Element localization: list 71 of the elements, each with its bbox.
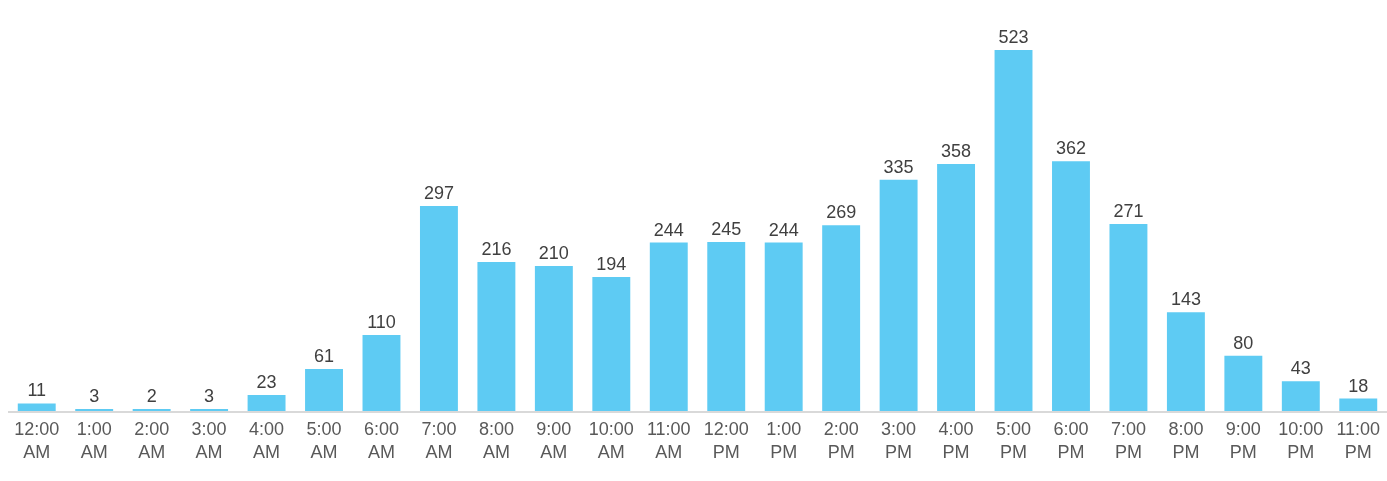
x-tick-label: 4:00 AM xyxy=(249,418,285,462)
data-label: 216 xyxy=(481,238,512,259)
bar xyxy=(1281,381,1320,411)
x-tick-label: 12:00 AM xyxy=(14,418,60,462)
bar xyxy=(1166,312,1205,411)
x-tick-label: 10:00 AM xyxy=(588,418,634,462)
x-tick-label: 2:00 AM xyxy=(134,418,170,462)
x-tick-label: 6:00 PM xyxy=(1053,418,1089,462)
bar xyxy=(1224,355,1263,411)
bar xyxy=(879,179,918,411)
x-tick-label: 2:00 PM xyxy=(823,418,859,462)
bar xyxy=(822,225,861,411)
x-tick-label: 11:00 PM xyxy=(1336,418,1381,462)
x-tick-label: 8:00 AM xyxy=(478,418,514,462)
x-tick-label: 11:00 AM xyxy=(646,418,691,462)
bar xyxy=(190,408,229,411)
data-label: 3 xyxy=(204,385,215,406)
bar xyxy=(534,266,573,411)
data-label: 523 xyxy=(998,27,1029,47)
x-tick-label: 10:00 PM xyxy=(1278,418,1324,462)
bar xyxy=(994,50,1033,411)
data-label: 194 xyxy=(596,254,627,275)
x-tick-label: 1:00 AM xyxy=(76,418,112,462)
bar xyxy=(362,335,401,411)
bar xyxy=(419,206,458,411)
data-label: 43 xyxy=(1290,358,1311,379)
x-tick-label: 12:00 PM xyxy=(703,418,749,462)
bar xyxy=(1052,161,1090,411)
data-label: 297 xyxy=(423,183,454,203)
data-label: 61 xyxy=(314,345,335,366)
bar xyxy=(937,163,976,411)
data-label: 358 xyxy=(941,140,972,161)
bar xyxy=(477,261,516,411)
data-label: 3 xyxy=(89,385,100,406)
x-tick-label: 7:00 PM xyxy=(1110,418,1146,462)
x-tick-label: 7:00 AM xyxy=(421,418,457,462)
x-tick-label: 6:00 AM xyxy=(363,418,399,462)
x-tick-label: 8:00 PM xyxy=(1168,418,1204,462)
data-label: 244 xyxy=(768,219,799,240)
data-label: 11 xyxy=(27,380,47,401)
x-tick-label: 4:00 PM xyxy=(938,418,974,462)
data-label: 362 xyxy=(1055,138,1086,159)
data-label: 210 xyxy=(538,243,569,264)
bar xyxy=(592,277,631,411)
data-label: 23 xyxy=(256,372,277,393)
bar xyxy=(305,368,343,411)
data-label: 18 xyxy=(1348,375,1369,396)
data-label: 271 xyxy=(1113,200,1144,221)
data-label: 110 xyxy=(367,312,396,333)
x-tick-label: 1:00 PM xyxy=(766,418,802,462)
data-label: 244 xyxy=(653,219,684,240)
x-tick-label: 9:00 AM xyxy=(536,418,572,462)
x-tick-label: 3:00 PM xyxy=(881,418,917,462)
data-label: 269 xyxy=(826,202,857,223)
bar xyxy=(247,395,286,411)
data-label: 245 xyxy=(711,218,742,239)
x-tick-label: 5:00 AM xyxy=(306,418,342,462)
data-label: 335 xyxy=(883,156,914,177)
data-label: 2 xyxy=(146,386,157,406)
bar xyxy=(764,242,803,411)
bar xyxy=(17,403,56,411)
data-label: 80 xyxy=(1233,332,1254,353)
bar xyxy=(1339,398,1378,411)
x-tick-label: 5:00 PM xyxy=(996,418,1032,462)
bar xyxy=(1109,223,1148,411)
x-tick-label: 3:00 AM xyxy=(191,418,227,462)
bar xyxy=(707,241,746,411)
x-tick-label: 9:00 PM xyxy=(1225,418,1261,462)
data-label: 143 xyxy=(1170,289,1201,310)
bar xyxy=(75,408,114,411)
bar xyxy=(649,242,688,411)
